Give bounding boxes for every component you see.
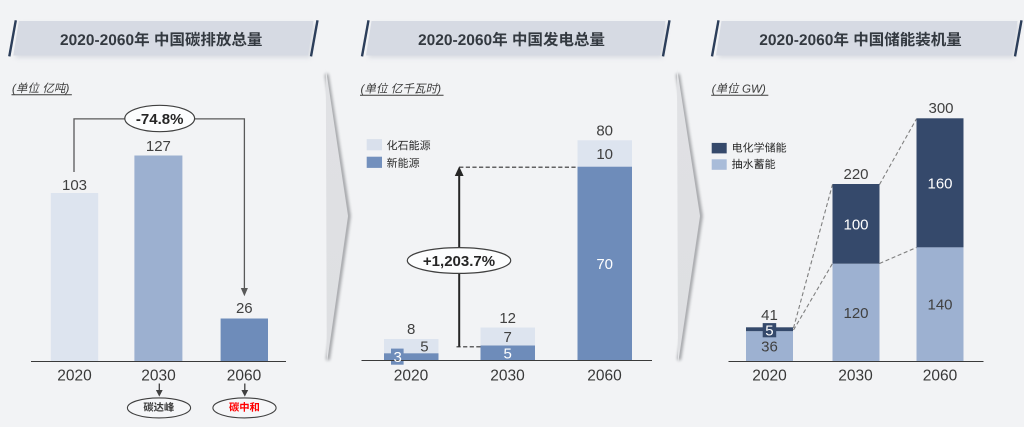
svg-text:8: 8 [407, 321, 415, 338]
svg-text:100: 100 [843, 216, 868, 233]
svg-text:160: 160 [927, 175, 952, 192]
svg-text:7: 7 [504, 329, 512, 346]
svg-text:103: 103 [62, 177, 87, 194]
svg-text:2020: 2020 [752, 368, 787, 385]
svg-text:140: 140 [927, 297, 952, 314]
svg-text:3: 3 [394, 349, 402, 366]
svg-text:12: 12 [499, 310, 516, 327]
svg-text:2020: 2020 [394, 368, 429, 385]
svg-text:2060: 2060 [587, 368, 622, 385]
svg-text:70: 70 [596, 256, 613, 273]
svg-text:10: 10 [596, 146, 613, 163]
svg-text:36: 36 [761, 339, 778, 356]
svg-text:5: 5 [765, 322, 773, 339]
svg-text:-74.8%: -74.8% [136, 111, 184, 128]
svg-text:+1,203.7%: +1,203.7% [423, 253, 495, 270]
svg-text:80: 80 [596, 123, 613, 140]
svg-text:220: 220 [843, 166, 868, 183]
svg-text:2020: 2020 [57, 368, 92, 385]
svg-text:5: 5 [420, 338, 428, 355]
svg-text:26: 26 [236, 300, 253, 317]
svg-text:2060: 2060 [923, 368, 958, 385]
svg-text:2030: 2030 [490, 368, 525, 385]
svg-text:2030: 2030 [141, 368, 176, 385]
svg-text:2030: 2030 [838, 368, 873, 385]
svg-text:120: 120 [843, 305, 868, 322]
svg-text:2060: 2060 [227, 368, 262, 385]
svg-text:5: 5 [504, 345, 512, 362]
svg-text:127: 127 [146, 138, 171, 155]
svg-text:300: 300 [928, 100, 953, 117]
svg-text:41: 41 [761, 307, 778, 324]
